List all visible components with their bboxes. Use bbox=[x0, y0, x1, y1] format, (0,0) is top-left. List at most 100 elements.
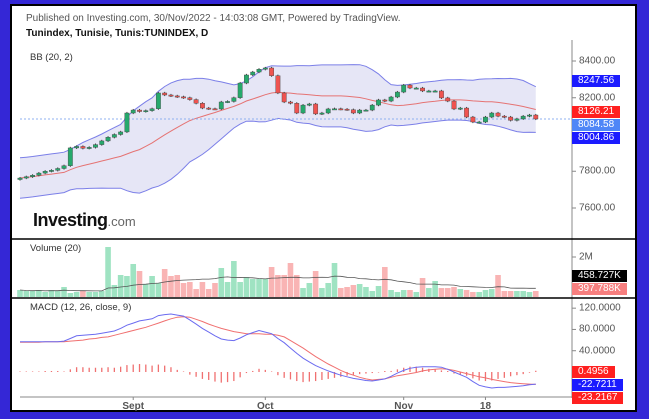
candle bbox=[269, 67, 274, 76]
bb-basis-tag: 8126.21 bbox=[572, 106, 621, 118]
price-tick-label: 8400.00 bbox=[579, 55, 616, 67]
candle bbox=[143, 110, 149, 113]
volume-bar bbox=[243, 277, 250, 297]
volume-bar bbox=[180, 283, 187, 297]
candle bbox=[111, 134, 117, 138]
volume-bar bbox=[212, 283, 218, 297]
volume-bar bbox=[61, 287, 67, 297]
volume-bar bbox=[363, 287, 369, 297]
candle bbox=[262, 67, 268, 70]
volume-bar bbox=[463, 290, 470, 297]
candle bbox=[470, 116, 476, 123]
candle bbox=[527, 114, 532, 117]
volume-ma-tag: 397.788K bbox=[572, 283, 627, 295]
volume-ma-line bbox=[19, 275, 536, 292]
macd-histogram-tag: 0.4956 bbox=[572, 366, 615, 378]
volume-bar bbox=[369, 291, 376, 297]
time-tick-label: Nov bbox=[394, 401, 414, 412]
candle bbox=[93, 144, 98, 148]
volume-bar bbox=[67, 293, 74, 297]
volume-bar bbox=[42, 292, 48, 297]
candle bbox=[23, 176, 29, 179]
volume-bar bbox=[451, 287, 457, 297]
candle bbox=[363, 109, 369, 112]
macd-signal-tag: -23.2167 bbox=[572, 392, 624, 404]
volume-bar bbox=[287, 263, 294, 297]
volume-bar bbox=[319, 288, 325, 297]
candle bbox=[288, 101, 293, 104]
volume-bar bbox=[224, 282, 231, 297]
volume-bar bbox=[105, 247, 111, 297]
volume-bar bbox=[262, 279, 269, 297]
volume-bar bbox=[281, 275, 287, 297]
candle bbox=[200, 103, 205, 109]
candle bbox=[275, 75, 281, 94]
bb-label: BB (20, 2) bbox=[30, 52, 73, 63]
volume-bar bbox=[193, 289, 199, 297]
candle bbox=[36, 172, 42, 176]
candle bbox=[225, 101, 230, 103]
candle bbox=[250, 71, 256, 76]
candle bbox=[155, 92, 161, 109]
candle bbox=[533, 114, 539, 120]
candle bbox=[281, 92, 287, 103]
candle bbox=[149, 108, 155, 111]
candle bbox=[369, 104, 375, 111]
candle bbox=[162, 92, 168, 96]
volume-bar bbox=[356, 284, 363, 297]
macd-tick-label: 120.0000 bbox=[579, 302, 621, 314]
candle bbox=[313, 103, 319, 115]
macd-tick-label: 80.0000 bbox=[579, 323, 616, 335]
candle bbox=[294, 103, 300, 114]
volume-bar bbox=[507, 291, 514, 297]
symbol-title: Tunindex, Tunisie, Tunis:TUNINDEX, D bbox=[26, 28, 209, 39]
candle bbox=[42, 171, 48, 174]
volume-bar bbox=[256, 279, 262, 297]
volume-bar bbox=[149, 276, 155, 297]
volume-bar bbox=[325, 283, 332, 297]
volume-bar bbox=[161, 269, 168, 297]
candle bbox=[61, 165, 67, 169]
macd-tick-label: 40.0000 bbox=[579, 345, 616, 357]
candle bbox=[451, 100, 457, 110]
volume-bar bbox=[249, 279, 256, 297]
volume-bar bbox=[432, 281, 438, 297]
candle bbox=[388, 96, 394, 102]
volume-bar bbox=[488, 289, 495, 297]
volume-label: Volume (20) bbox=[30, 243, 82, 254]
candle bbox=[30, 175, 35, 177]
candle bbox=[319, 112, 325, 115]
volume-bar bbox=[231, 261, 237, 297]
candle bbox=[382, 99, 388, 102]
candle bbox=[118, 131, 124, 135]
volume-bar bbox=[344, 287, 350, 297]
volume-bar bbox=[187, 282, 193, 297]
price-tick-label: 7600.00 bbox=[579, 202, 616, 214]
bb-fill bbox=[20, 64, 536, 199]
volume-bar bbox=[444, 288, 451, 297]
time-tick-label: Oct bbox=[256, 401, 274, 412]
published-caption: Published on Investing.com, 30/Nov/2022 … bbox=[26, 13, 401, 24]
volume-bar bbox=[199, 282, 206, 297]
volume-bar bbox=[312, 271, 319, 297]
volume-bar bbox=[306, 283, 313, 297]
candle bbox=[508, 116, 514, 121]
volume-bar bbox=[136, 271, 143, 297]
volume-bar bbox=[237, 282, 243, 297]
bb-upper-line bbox=[19, 64, 537, 159]
volume-bar bbox=[419, 278, 426, 297]
volume-bar bbox=[293, 275, 300, 297]
candle bbox=[432, 90, 438, 93]
volume-bar bbox=[23, 291, 30, 297]
candle bbox=[457, 107, 463, 110]
candle bbox=[483, 116, 488, 123]
candle bbox=[520, 115, 526, 120]
candle bbox=[231, 97, 237, 102]
volume-bar bbox=[470, 292, 476, 297]
candle bbox=[168, 94, 174, 97]
volume-bar bbox=[407, 290, 413, 297]
volume-bar bbox=[520, 291, 526, 297]
candle bbox=[344, 108, 350, 111]
volume-bar bbox=[501, 291, 508, 297]
